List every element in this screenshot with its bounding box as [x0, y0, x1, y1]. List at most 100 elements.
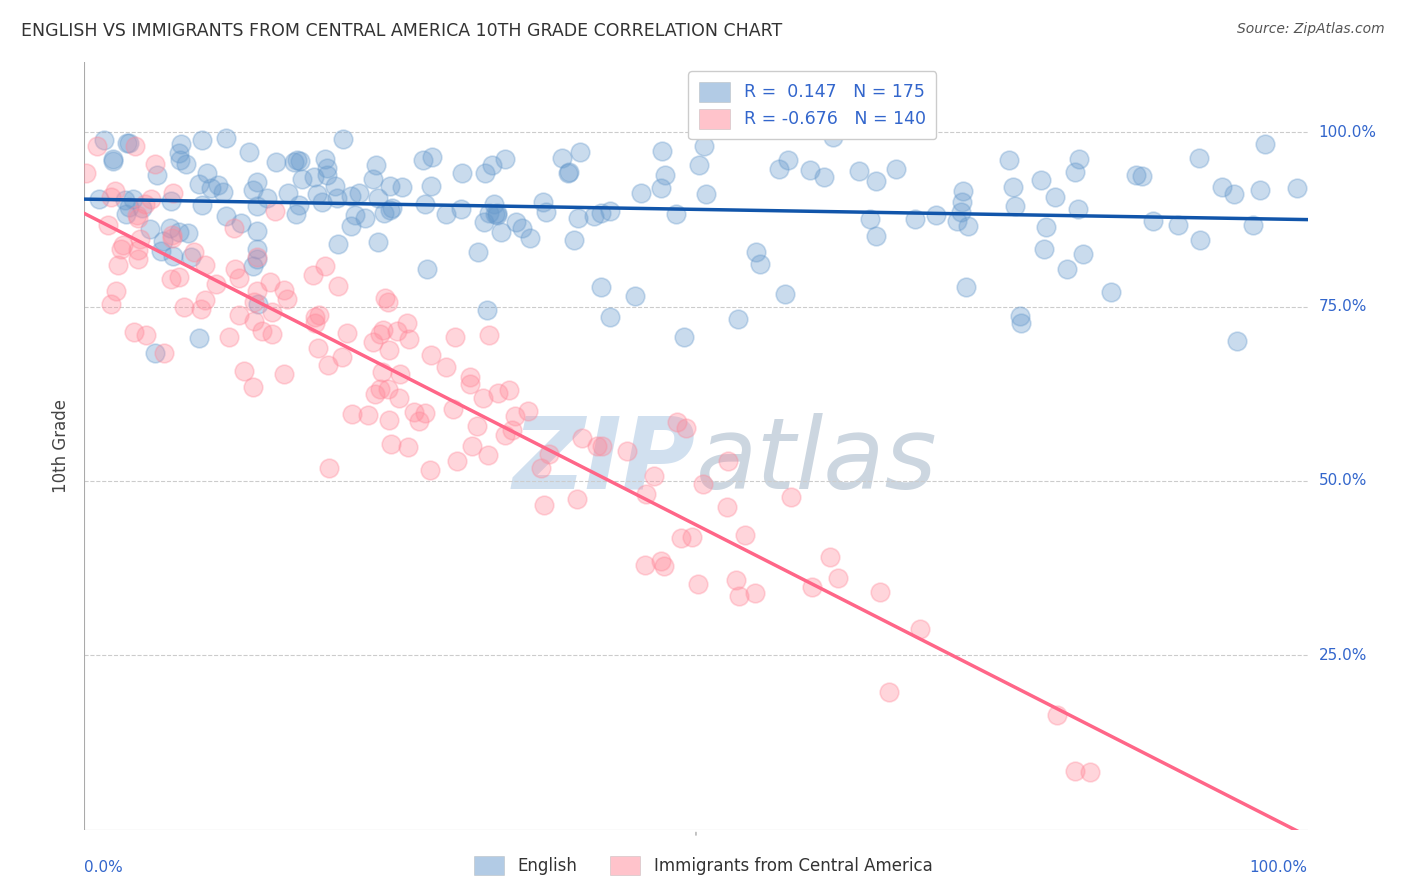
Point: [717, 454, 740, 468]
Point: [288, 154, 311, 169]
Point: [191, 198, 214, 212]
Point: [517, 404, 540, 418]
Point: [450, 202, 472, 216]
Point: [114, 193, 136, 207]
Point: [207, 178, 229, 192]
Point: [264, 204, 287, 219]
Point: [744, 586, 766, 600]
Point: [533, 498, 555, 512]
Point: [413, 196, 436, 211]
Point: [582, 209, 605, 223]
Point: [562, 234, 585, 248]
Point: [188, 178, 211, 192]
Point: [728, 589, 751, 603]
Point: [316, 169, 339, 183]
Point: [101, 153, 124, 168]
Point: [591, 279, 613, 293]
Point: [1223, 186, 1246, 201]
Point: [160, 272, 183, 286]
Point: [194, 259, 217, 273]
Point: [475, 303, 498, 318]
Point: [482, 197, 505, 211]
Point: [176, 226, 198, 240]
Point: [634, 487, 657, 501]
Point: [380, 178, 402, 193]
Point: [363, 387, 385, 401]
Point: [75, 166, 97, 180]
Point: [568, 145, 591, 159]
Point: [536, 205, 558, 219]
Point: [160, 194, 183, 209]
Point: [200, 181, 222, 195]
Point: [380, 437, 402, 451]
Point: [368, 382, 391, 396]
Point: [686, 577, 709, 591]
Point: [246, 250, 269, 264]
Point: [187, 331, 209, 345]
Point: [565, 491, 588, 506]
Point: [665, 207, 688, 221]
Text: 100.0%: 100.0%: [1250, 860, 1308, 875]
Point: [134, 197, 156, 211]
Point: [474, 165, 496, 179]
Point: [340, 219, 363, 233]
Point: [498, 383, 520, 397]
Point: [624, 289, 647, 303]
Point: [129, 232, 152, 246]
Point: [127, 211, 149, 225]
Point: [415, 261, 437, 276]
Point: [673, 330, 696, 344]
Point: [491, 225, 513, 239]
Point: [371, 323, 394, 337]
Point: [169, 153, 191, 167]
Point: [865, 228, 887, 243]
Point: [86, 139, 108, 153]
Point: [404, 405, 426, 419]
Point: [368, 326, 391, 341]
Point: [340, 407, 363, 421]
Point: [127, 243, 149, 257]
Point: [243, 295, 266, 310]
Point: [247, 297, 270, 311]
Point: [1142, 213, 1164, 227]
Point: [571, 431, 593, 445]
Point: [420, 349, 443, 363]
Point: [634, 558, 657, 572]
Point: [503, 409, 526, 423]
Point: [326, 278, 349, 293]
Point: [1063, 764, 1085, 778]
Point: [167, 145, 190, 160]
Point: [205, 277, 228, 291]
Point: [591, 439, 613, 453]
Point: [364, 158, 387, 172]
Point: [695, 187, 717, 202]
Point: [519, 231, 541, 245]
Point: [396, 440, 419, 454]
Point: [1004, 199, 1026, 213]
Point: [1188, 233, 1211, 247]
Point: [357, 408, 380, 422]
Point: [780, 490, 803, 504]
Point: [378, 203, 401, 218]
Point: [1033, 242, 1056, 256]
Point: [256, 191, 278, 205]
Point: [195, 166, 218, 180]
Point: [398, 332, 420, 346]
Point: [396, 316, 419, 330]
Point: [378, 343, 401, 357]
Point: [344, 208, 367, 222]
Text: ZIP: ZIP: [513, 413, 696, 510]
Point: [460, 439, 482, 453]
Point: [122, 192, 145, 206]
Text: Source: ZipAtlas.com: Source: ZipAtlas.com: [1237, 22, 1385, 37]
Point: [242, 183, 264, 197]
Point: [114, 207, 136, 221]
Point: [945, 213, 967, 227]
Point: [190, 133, 212, 147]
Point: [124, 139, 146, 153]
Point: [956, 219, 979, 234]
Point: [277, 186, 299, 200]
Point: [434, 360, 457, 375]
Point: [505, 215, 527, 229]
Point: [778, 153, 800, 167]
